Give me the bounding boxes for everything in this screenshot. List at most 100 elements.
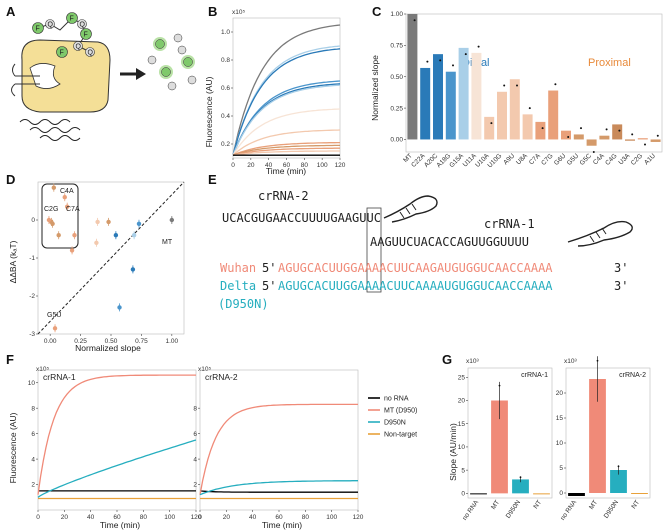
e-delta-name: Delta bbox=[220, 279, 256, 293]
c-xtick-label: G6U bbox=[553, 152, 568, 167]
c-bar-C4G bbox=[612, 124, 623, 140]
panel-b: B x10⁵ Fluorescence (AU) Time (min) 0.20… bbox=[204, 4, 346, 176]
d-point bbox=[95, 219, 100, 225]
crrna1-hairpin-icon bbox=[567, 220, 633, 247]
f-xtick-label: 120 bbox=[191, 514, 202, 521]
c-bar-A20C bbox=[433, 54, 443, 140]
g-ytick-label: 10 bbox=[556, 440, 564, 447]
g-bar-d950n bbox=[512, 479, 529, 494]
f-ytick-label: 10 bbox=[28, 380, 36, 387]
d-ytick-label: -2 bbox=[29, 293, 35, 300]
g-ytick-label: 5 bbox=[559, 465, 563, 472]
e-wuhan-5prime: 5' bbox=[262, 261, 276, 275]
b-line-d2 bbox=[232, 48, 341, 156]
f-xtick-label: 0 bbox=[36, 514, 40, 521]
d-label-g5u: G5U bbox=[47, 312, 61, 319]
d-xtick-label: 0.25 bbox=[74, 338, 87, 345]
c-ytick-label: 1.00 bbox=[390, 11, 403, 18]
b-ytick-label: 0.8 bbox=[221, 57, 230, 64]
f-xtick-label: 20 bbox=[223, 514, 231, 521]
g-xtick-label: MT bbox=[588, 499, 599, 511]
c-dot-U11A bbox=[477, 45, 480, 48]
c-dot-U8A bbox=[528, 107, 531, 110]
c-bar-A9U bbox=[509, 79, 520, 140]
d-xtick-label: 0.50 bbox=[105, 338, 118, 345]
f-xtick-label: 0 bbox=[198, 514, 202, 521]
f-ytick-label: 2 bbox=[193, 482, 197, 489]
c-dot-A20C bbox=[439, 59, 442, 62]
panel-c: C Normalized slope Distal Proximal 0.000… bbox=[370, 4, 663, 169]
c-bar-G5C bbox=[586, 139, 597, 146]
e-crrna1-seq: AAGUUCUACACCAGUUGGUUUU bbox=[370, 235, 529, 249]
d-point bbox=[51, 185, 57, 190]
b-line-p6 bbox=[232, 150, 340, 156]
c-bar-G6U bbox=[561, 130, 571, 140]
g-xtick-label: D950N bbox=[603, 499, 621, 520]
g-chart-title: crRNA-1 bbox=[521, 372, 548, 379]
panel-letter-c: C bbox=[372, 4, 382, 19]
g-ytick-label: 5 bbox=[461, 467, 465, 474]
g-ytick-label: 20 bbox=[458, 398, 466, 405]
reporter-probe: F Q F Q F Q F Q bbox=[32, 12, 95, 58]
b-xtick-label: 40 bbox=[265, 162, 273, 169]
g-bar-mt bbox=[491, 400, 508, 494]
c-ytick-label: 0.00 bbox=[390, 137, 403, 144]
f-xtick-label: 60 bbox=[113, 514, 121, 521]
c-dot-C2G bbox=[643, 143, 646, 146]
c-dot-G5C bbox=[592, 151, 595, 153]
arrow-head-icon bbox=[136, 68, 146, 80]
g-dot bbox=[519, 476, 522, 479]
e-mutation-box bbox=[366, 207, 382, 293]
g-bar-nt bbox=[631, 493, 648, 494]
d-label-c4a: C4A bbox=[60, 188, 74, 195]
d-xticks: 0.00 0.25 0.50 0.75 1.00 bbox=[44, 334, 179, 345]
b-line-p4 bbox=[232, 144, 340, 156]
g-xtick-label: NT bbox=[630, 499, 641, 510]
d-xlabel: Normalized slope bbox=[75, 343, 141, 353]
f-ytick-label: 6 bbox=[31, 431, 35, 438]
f-plot-area bbox=[37, 369, 197, 511]
f-xtick-label: 40 bbox=[249, 514, 257, 521]
g-bar-d950n bbox=[610, 470, 627, 493]
d-label-mt: MT bbox=[162, 239, 173, 246]
f-ylabel: Fluorescence (AU) bbox=[8, 412, 18, 483]
f-exponent-1: x10⁵ bbox=[36, 366, 49, 373]
d-point bbox=[72, 233, 77, 238]
d-point bbox=[94, 240, 99, 245]
c-xtick-label: A9U bbox=[502, 152, 516, 166]
f-exponent-2: x10⁵ bbox=[198, 366, 211, 373]
b-xtick-label: 80 bbox=[301, 162, 309, 169]
g-xtick-label: NT bbox=[532, 499, 543, 510]
d-yticks: -3 -2 -1 0 bbox=[29, 217, 38, 338]
b-line-p2 bbox=[232, 129, 341, 156]
c-dot-A1U bbox=[656, 134, 659, 137]
f-chart-title: crRNA-2 bbox=[205, 372, 238, 382]
d-ytick-label: 0 bbox=[31, 217, 35, 224]
quench-label-4: Q bbox=[88, 50, 94, 57]
d-xtick-label: 1.00 bbox=[166, 338, 179, 345]
f-plot-area bbox=[199, 369, 359, 511]
c-dot-C22A bbox=[426, 60, 429, 63]
f-line-d950n bbox=[199, 480, 358, 496]
d-ytick-label: -3 bbox=[29, 331, 35, 338]
f-line-d950n bbox=[37, 439, 197, 498]
c-bar-G5U bbox=[573, 134, 584, 140]
g-ytick-label: 15 bbox=[556, 415, 564, 422]
f-ytick-label: 4 bbox=[31, 456, 35, 463]
c-xtick-label: C4A bbox=[592, 152, 606, 166]
f-ytick-label: 8 bbox=[193, 405, 197, 412]
g-bar-mt bbox=[589, 379, 606, 493]
c-xtick-label: G15A bbox=[448, 152, 465, 169]
c-bar-MT bbox=[407, 14, 418, 140]
g-exponent-2: x10³ bbox=[564, 358, 577, 365]
panel-letter-f: F bbox=[6, 352, 14, 367]
c-bar-A18G bbox=[445, 71, 456, 140]
f-chart-title: crRNA-1 bbox=[43, 372, 76, 382]
d-point bbox=[50, 221, 55, 226]
b-line-p3 bbox=[232, 141, 340, 156]
d-point bbox=[136, 221, 142, 226]
c-bar-C4A bbox=[599, 135, 610, 140]
b-plot-area bbox=[232, 17, 341, 159]
